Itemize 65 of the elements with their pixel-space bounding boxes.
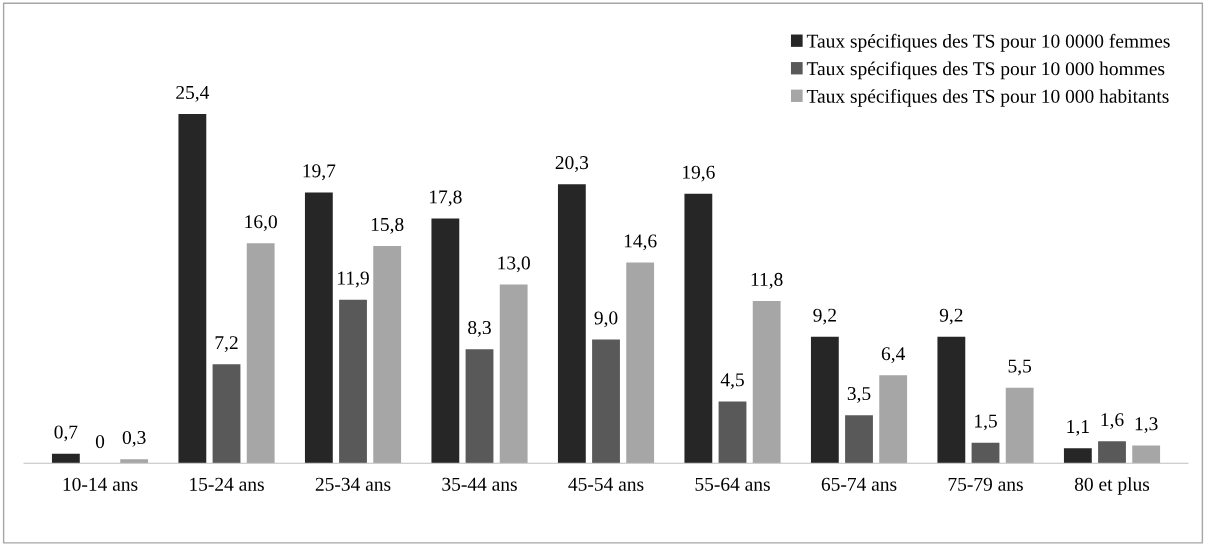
bar (971, 442, 1000, 464)
data-label: 8,3 (468, 320, 491, 337)
data-label: 1,6 (1101, 413, 1124, 429)
data-label: 4,5 (720, 373, 744, 390)
bar (752, 301, 781, 464)
data-label: 11,8 (751, 272, 783, 289)
data-label: 16,0 (245, 215, 277, 232)
data-label: 3,5 (847, 387, 871, 403)
bar (937, 336, 966, 464)
bar (465, 349, 494, 464)
bar (120, 459, 149, 464)
x-tick-label: 45-54 ans (568, 477, 644, 491)
bar (810, 336, 839, 464)
x-tick-label: 55-64 ans (695, 477, 770, 491)
bar (339, 299, 367, 464)
bar (557, 184, 586, 464)
bar (1132, 445, 1161, 464)
x-tick-label: 15-24 ans (190, 477, 264, 491)
data-label: 11,9 (338, 271, 369, 288)
bar (1005, 387, 1034, 464)
bar (1098, 441, 1126, 464)
x-tick-label: 25-34 ans (315, 477, 391, 491)
data-label: 13,0 (498, 256, 530, 273)
data-label: 5,5 (1008, 359, 1032, 376)
data-label: 25,4 (176, 85, 210, 102)
legend-label: Taux spécifiques des TS pour 10 0000 femmes (806, 33, 1170, 52)
bar (592, 339, 620, 464)
x-tick-label: 10-14 ans (63, 477, 138, 491)
bar (51, 453, 80, 464)
data-label: 9,2 (939, 308, 963, 325)
x-tick-label: 35-44 ans (442, 477, 517, 491)
data-label: 20,3 (555, 156, 589, 172)
data-label: 19,6 (683, 165, 715, 182)
bar (1063, 448, 1092, 464)
data-label: 15,8 (371, 217, 404, 234)
bar (684, 193, 713, 464)
bar (246, 243, 275, 464)
data-label: 17,8 (430, 190, 462, 207)
data-label: 0 (95, 435, 105, 449)
data-label: 6,4 (881, 347, 906, 364)
data-label: 19,7 (303, 164, 336, 181)
data-label: 1,1 (1067, 420, 1089, 436)
bar (304, 192, 333, 464)
legend-label: Taux spécifiques des TS pour 10 000 habitants (806, 88, 1169, 107)
bar (626, 262, 655, 464)
data-label: 14,6 (624, 234, 657, 251)
bar (373, 246, 402, 464)
legend-label: Taux spécifiques des TS pour 10 000 hommes (806, 61, 1165, 80)
data-label: 7,2 (215, 336, 238, 353)
bar (879, 375, 908, 464)
bar (718, 401, 747, 464)
bar (212, 364, 241, 464)
data-label: 0,3 (122, 430, 146, 447)
bar (178, 114, 207, 464)
x-tick-label: 80 et plus (1074, 477, 1150, 495)
bar (499, 284, 528, 464)
bar (845, 415, 873, 464)
x-tick-label: 65-74 ans (821, 477, 897, 491)
x-tick-label: 75-79 ans (948, 477, 1023, 491)
data-label: 1,3 (1135, 417, 1158, 434)
data-label: 0,7 (54, 425, 78, 442)
data-label: 9,2 (813, 308, 836, 325)
bar (431, 218, 460, 464)
data-label: 9,0 (594, 311, 618, 328)
data-label: 1,5 (975, 414, 997, 431)
